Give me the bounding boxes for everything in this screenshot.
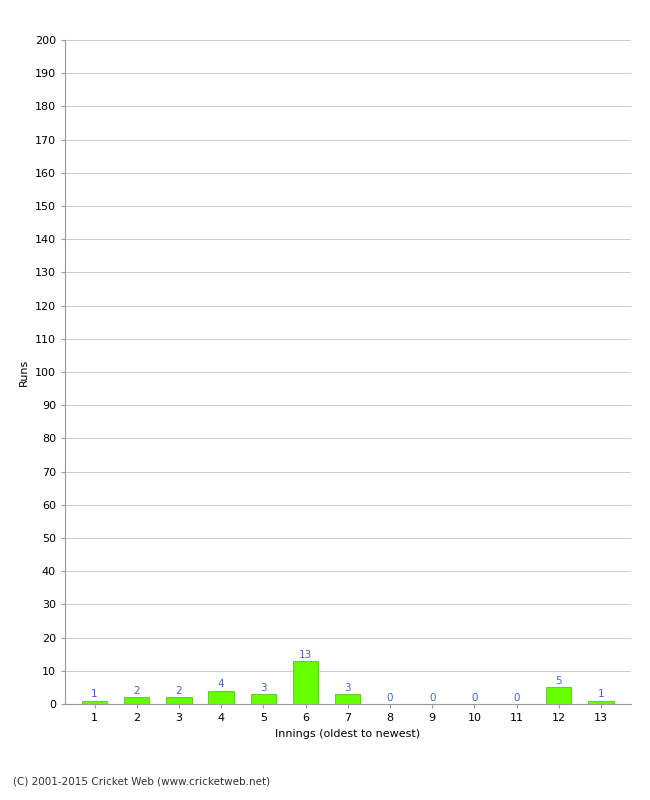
- Text: 2: 2: [133, 686, 140, 696]
- Bar: [166, 698, 192, 704]
- Bar: [124, 698, 150, 704]
- Bar: [335, 694, 360, 704]
- Y-axis label: Runs: Runs: [20, 358, 29, 386]
- X-axis label: Innings (oldest to newest): Innings (oldest to newest): [275, 729, 421, 738]
- Bar: [82, 701, 107, 704]
- Text: 0: 0: [429, 693, 436, 702]
- Bar: [209, 690, 234, 704]
- Text: 0: 0: [387, 693, 393, 702]
- Bar: [251, 694, 276, 704]
- Text: 3: 3: [344, 682, 351, 693]
- Bar: [588, 701, 614, 704]
- Text: 2: 2: [176, 686, 182, 696]
- Bar: [546, 687, 571, 704]
- Text: 1: 1: [597, 690, 604, 699]
- Text: 0: 0: [514, 693, 520, 702]
- Text: 0: 0: [471, 693, 478, 702]
- Text: 13: 13: [299, 650, 312, 659]
- Text: 5: 5: [556, 676, 562, 686]
- Text: 1: 1: [91, 690, 98, 699]
- Text: 3: 3: [260, 682, 266, 693]
- Text: (C) 2001-2015 Cricket Web (www.cricketweb.net): (C) 2001-2015 Cricket Web (www.cricketwe…: [13, 776, 270, 786]
- Bar: [293, 661, 318, 704]
- Text: 4: 4: [218, 679, 224, 690]
